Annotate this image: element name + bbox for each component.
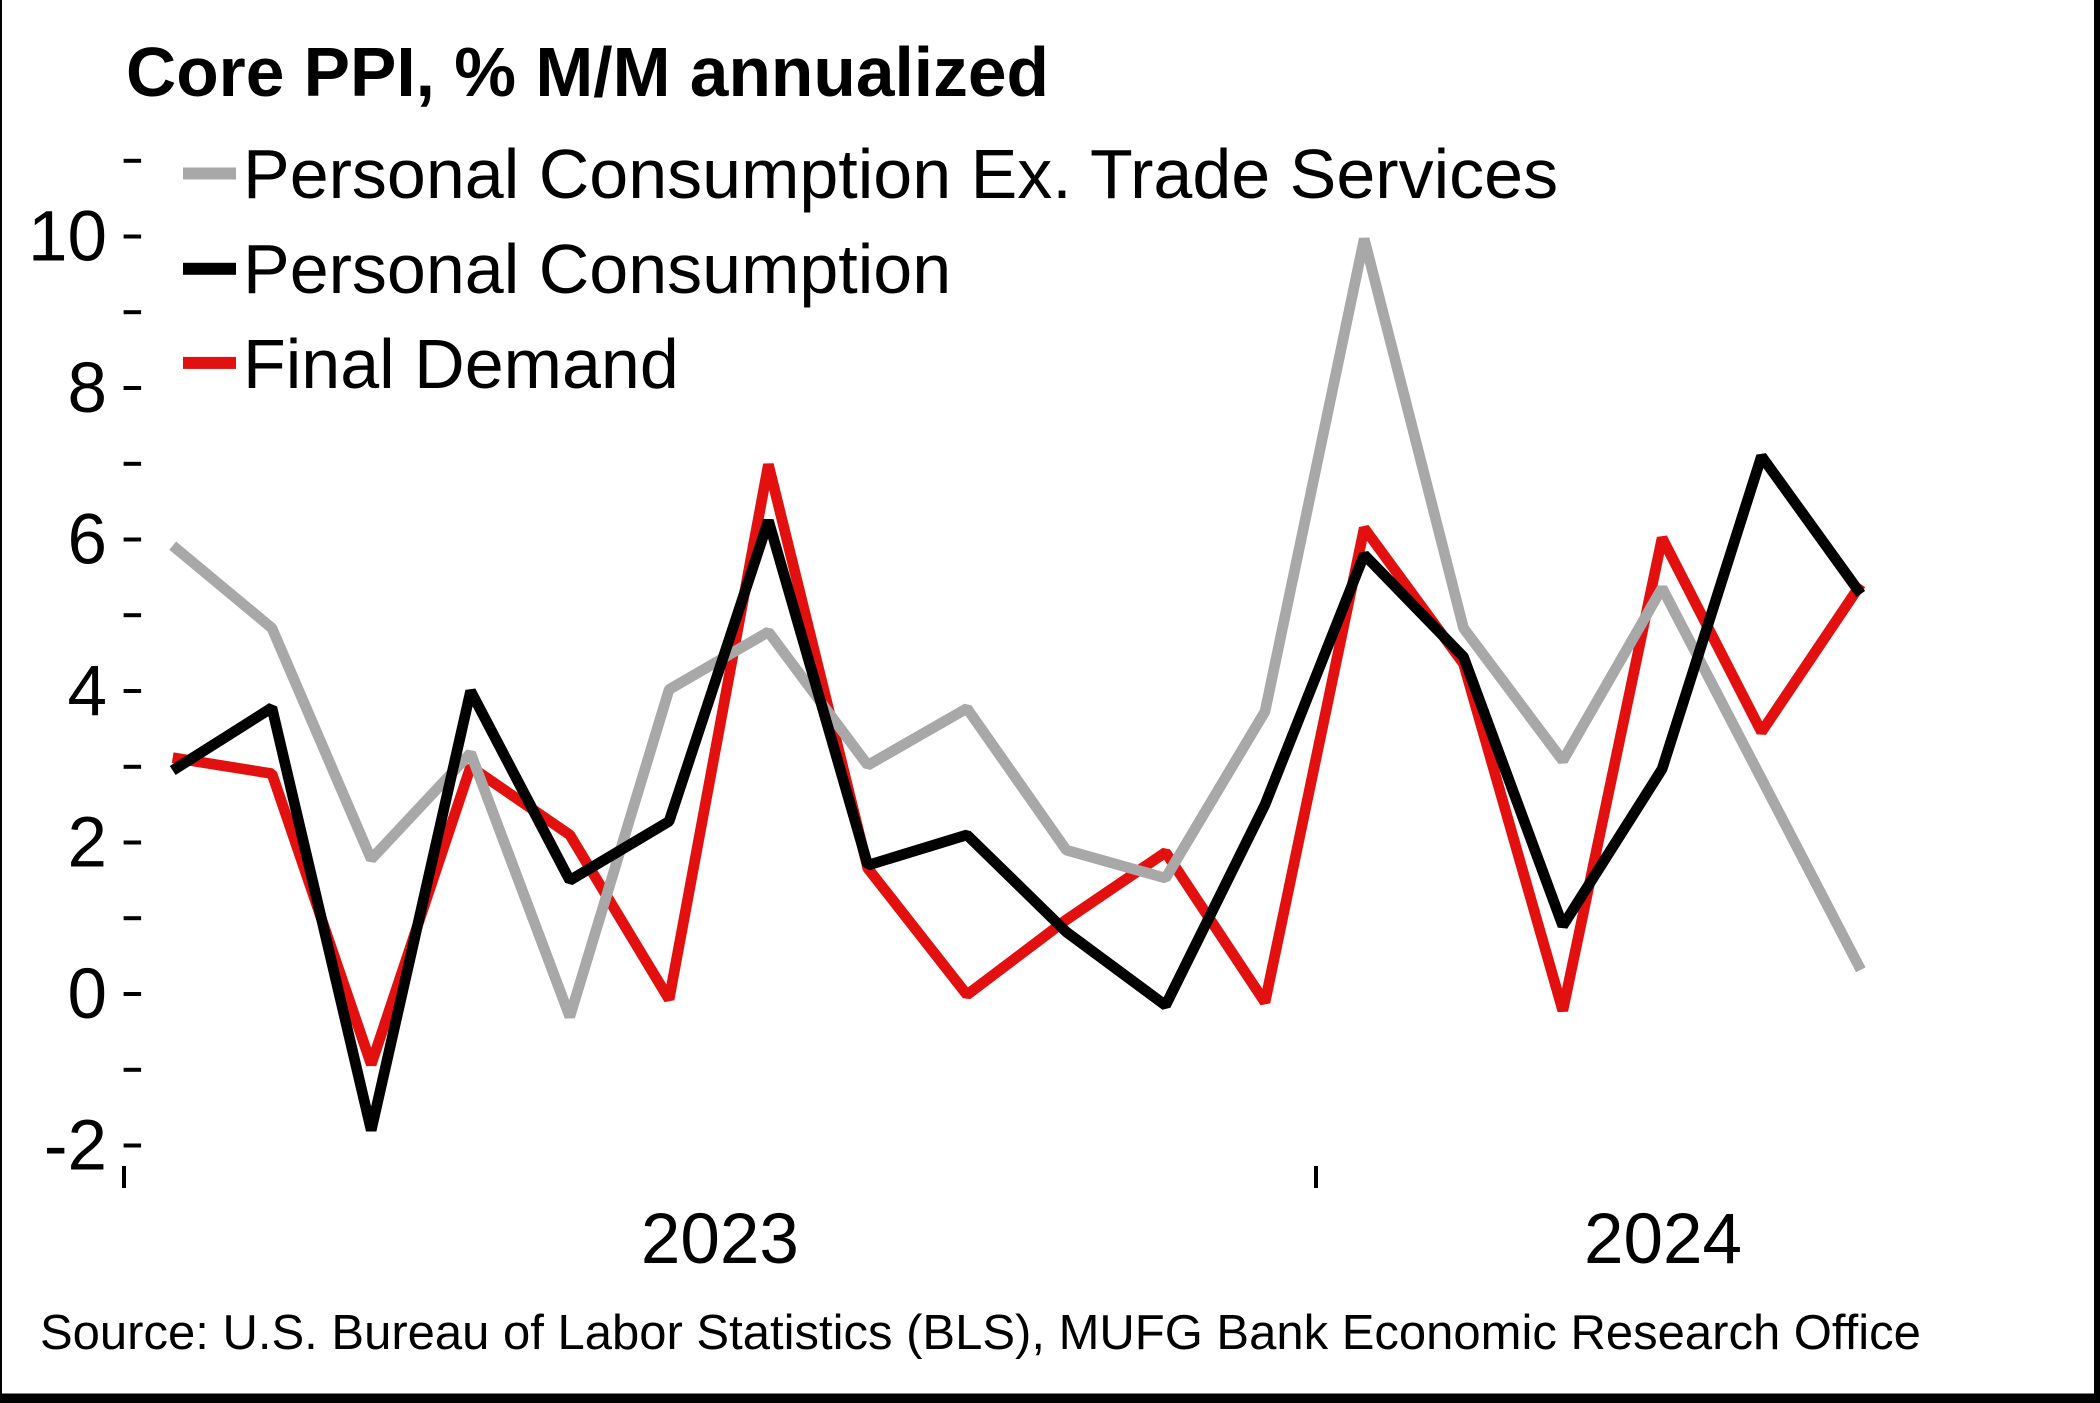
svg-text:2: 2 <box>68 804 108 883</box>
svg-text:Core PPI, % M/M annualized: Core PPI, % M/M annualized <box>126 33 1049 111</box>
svg-text:-2: -2 <box>44 1107 107 1186</box>
svg-text:6: 6 <box>68 501 108 580</box>
svg-text:Personal Consumption: Personal Consumption <box>243 230 951 308</box>
svg-text:Final Demand: Final Demand <box>243 325 679 403</box>
svg-text:4: 4 <box>68 652 108 731</box>
svg-text:2024: 2024 <box>1584 1200 1742 1279</box>
svg-text:Personal Consumption Ex. Trade: Personal Consumption Ex. Trade Services <box>243 135 1558 213</box>
svg-text:10: 10 <box>28 198 107 277</box>
svg-text:Source: U.S. Bureau of Labor S: Source: U.S. Bureau of Labor Statistics … <box>40 1306 1921 1360</box>
svg-text:8: 8 <box>68 349 108 428</box>
svg-text:0: 0 <box>68 955 108 1034</box>
svg-text:2023: 2023 <box>641 1200 799 1279</box>
